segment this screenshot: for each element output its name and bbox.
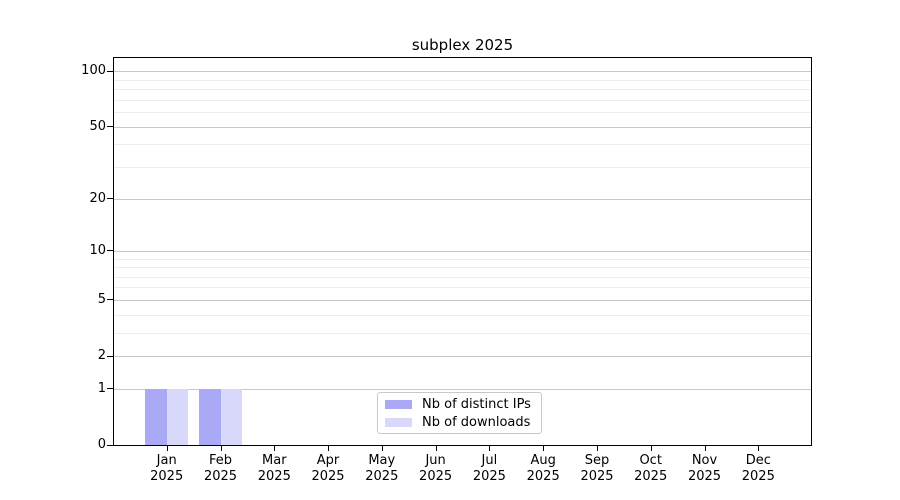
x-tick-mark [650,445,652,451]
gridline-major [114,299,811,301]
x-tick-label-year: 2025 [472,469,506,484]
bar-distinct-ips-feb [199,388,221,445]
x-tick-mark [220,445,222,451]
gridline-minor [114,267,811,269]
gridline-minor [114,99,811,101]
bar-distinct-ips-jan [145,388,167,445]
x-tick-mark [274,445,276,451]
gridline-major [114,198,811,200]
gridline-minor [114,112,811,114]
x-tick-label-year: 2025 [365,469,399,484]
legend-item-distinct-ips: Nb of distinct IPs [385,397,535,412]
legend-label-distinct-ips: Nb of distinct IPs [422,396,531,412]
x-tick-label-year: 2025 [580,469,614,484]
bar-downloads-jan [166,388,189,445]
y-tick-label: 2 [97,348,106,363]
gridline-minor [114,276,811,278]
x-tick-label-year: 2025 [687,469,722,484]
x-tick-label-month: Sep [584,453,610,468]
gridline-major [114,356,811,357]
x-tick-label-year: 2025 [741,469,775,484]
x-tick-label-month: Oct [639,453,662,468]
gridline-major [114,250,811,252]
x-tick-mark [597,445,598,451]
gridline-major [114,388,811,390]
x-tick-label-year: 2025 [203,469,238,484]
y-tick-mark [107,299,114,301]
x-tick-label-year: 2025 [257,469,291,484]
gridline-minor [114,166,811,168]
bar-downloads-feb [220,388,242,445]
plot-area [113,57,812,446]
gridline-minor [114,144,811,146]
x-tick-label-month: Feb [208,453,233,468]
x-tick-mark [758,445,760,451]
gridline-minor [114,287,811,289]
x-tick-mark [328,445,329,451]
y-tick-mark [107,198,114,199]
legend-item-downloads: Nb of downloads [385,415,535,430]
x-tick-label-year: 2025 [419,469,453,484]
x-tick-mark [704,445,706,451]
y-tick-mark [107,250,114,252]
x-tick-label-month: Mar [262,453,287,468]
x-tick-label-month: Nov [691,453,718,468]
y-tick-mark [107,388,114,390]
y-tick-label: 1 [97,380,106,396]
x-tick-label-month: Jul [481,453,498,468]
y-tick-mark [107,70,114,72]
chart-title: subplex 2025 [411,36,514,54]
y-tick-mark [107,355,114,357]
legend: Nb of distinct IPs Nb of downloads [377,392,542,434]
gridline-minor [114,314,811,316]
x-tick-label-year: 2025 [634,469,668,484]
x-tick-label-month: Dec [745,453,771,468]
gridline-minor [114,258,811,260]
gridline-major [114,71,811,73]
x-tick-label-month: Aug [530,453,556,468]
x-tick-label-year: 2025 [311,469,345,484]
gridline-minor [114,89,811,91]
y-tick-label: 50 [89,118,106,134]
gridline-minor [114,332,811,334]
gridline-minor [114,79,811,81]
x-tick-label-year: 2025 [526,469,560,484]
y-tick-label: 20 [89,190,106,206]
x-tick-mark [543,445,545,451]
x-tick-label-year: 2025 [150,469,184,484]
y-tick-label: 0 [97,437,106,452]
x-tick-mark [435,445,437,451]
y-tick-mark [107,126,114,128]
x-tick-label-month: Jan [156,453,177,468]
legend-label-downloads: Nb of downloads [422,414,531,430]
gridline-major [114,126,811,128]
legend-swatch-distinct-ips [385,399,412,409]
x-tick-mark [381,445,383,451]
x-tick-label-month: Jun [425,453,446,468]
y-tick-label: 5 [97,291,106,307]
x-tick-mark [166,445,168,451]
y-tick-label: 100 [81,63,106,79]
y-tick-label: 10 [89,242,106,258]
x-tick-mark [489,445,491,451]
y-tick-mark [107,444,114,446]
legend-swatch-downloads [385,417,412,427]
x-tick-label-month: May [368,453,396,468]
x-tick-label-month: Apr [316,453,340,468]
